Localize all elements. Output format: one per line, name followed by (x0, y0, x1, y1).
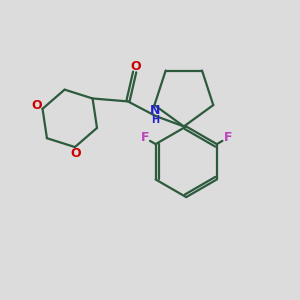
Text: O: O (70, 147, 81, 160)
Text: H: H (151, 115, 159, 125)
Text: F: F (224, 131, 232, 144)
Text: O: O (130, 60, 141, 73)
Text: F: F (140, 131, 149, 144)
Text: O: O (31, 99, 42, 112)
Text: N: N (150, 104, 160, 117)
